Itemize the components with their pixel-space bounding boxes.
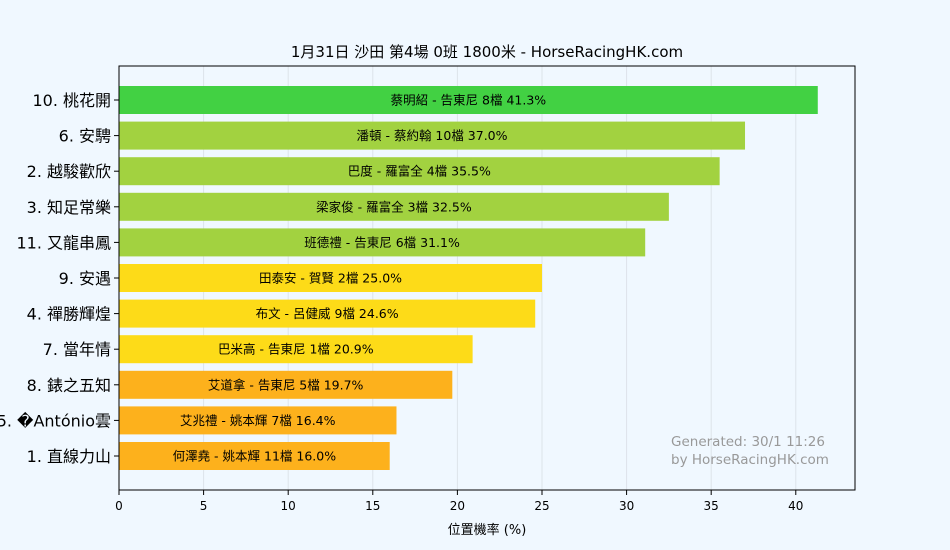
y-tick-labels: 10. 桃花開 6. 安騁 2. 越駿歡欣 3. 知足常樂 11. 又龍串鳳 9. 安遇 4… — [0, 91, 119, 466]
bar — [119, 264, 542, 292]
bar — [119, 86, 818, 114]
x-tick-label: 5 — [200, 499, 208, 513]
x-tick-label: 0 — [115, 499, 123, 513]
bar-label: 田泰安 - 賀賢 2檔 25.0% — [259, 271, 402, 286]
x-tick-label: 30 — [619, 499, 634, 513]
y-tick-label: 3. 知足常樂 — [27, 198, 111, 217]
generated-note: Generated: 30/1 11:26 — [671, 434, 825, 450]
y-tick-label: 4. 禪勝輝煌 — [27, 305, 111, 324]
bar-label: 艾道拿 - 告東尼 5檔 19.7% — [208, 377, 364, 392]
y-tick-label: 5. �António雲 — [0, 411, 111, 430]
x-tick-label: 35 — [704, 499, 719, 513]
bar — [119, 157, 720, 186]
y-tick-label: 9. 安遇 — [59, 269, 111, 288]
bar-label: 巴米高 - 告東尼 1檔 20.9% — [218, 342, 374, 357]
bar — [119, 335, 473, 364]
x-tick-label: 10 — [281, 499, 296, 513]
chart-title: 1月31日 沙田 第4場 0班 1800米 - HorseRacingHK.co… — [291, 43, 683, 61]
bar-label: 何澤堯 - 姚本輝 11檔 16.0% — [173, 449, 337, 464]
bar-label: 梁家俊 - 羅富全 3檔 32.5% — [316, 199, 472, 214]
bars — [119, 86, 818, 470]
bar-label: 巴度 - 羅富全 4檔 35.5% — [348, 164, 491, 179]
bar-label: 班德禮 - 告東尼 6檔 31.1% — [304, 235, 460, 250]
bar — [119, 370, 453, 399]
bar — [119, 406, 397, 435]
bar — [119, 228, 646, 257]
y-tick-label: 8. 錶之五知 — [27, 376, 111, 395]
y-tick-label: 10. 桃花開 — [32, 91, 111, 110]
generated-site-note: by HorseRacingHK.com — [671, 452, 829, 468]
x-tick-labels: 0 5 10 15 20 25 30 35 40 — [115, 490, 803, 513]
bar-label: 布文 - 呂健威 9檔 24.6% — [256, 306, 399, 321]
plot-frame — [118, 65, 856, 491]
y-tick-label: 7. 當年情 — [43, 340, 111, 359]
x-tick-label: 25 — [534, 499, 549, 513]
bar-label: 蔡明紹 - 告東尼 8檔 41.3% — [391, 93, 547, 108]
x-tick-label: 20 — [450, 499, 465, 513]
y-tick-label: 2. 越駿歡欣 — [27, 162, 111, 181]
bar — [119, 192, 669, 221]
x-tick-label: 15 — [365, 499, 380, 513]
bar-labels: 蔡明紹 - 告東尼 8檔 41.3% 潘頓 - 蔡約翰 10檔 37.0% 巴度 -… — [173, 93, 547, 464]
bar — [119, 442, 390, 470]
y-tick-label: 1. 直線力山 — [27, 447, 111, 466]
bar — [119, 121, 746, 150]
bar-label: 艾兆禮 - 姚本輝 7檔 16.4% — [180, 413, 336, 428]
x-axis-label: 位置機率 (%) — [448, 522, 527, 538]
x-tick-label: 40 — [788, 499, 803, 513]
y-tick-label: 11. 又龍串鳳 — [16, 233, 111, 252]
bar — [119, 299, 536, 328]
y-tick-label: 6. 安騁 — [59, 127, 111, 146]
bar-label: 潘頓 - 蔡約翰 10檔 37.0% — [356, 128, 507, 143]
